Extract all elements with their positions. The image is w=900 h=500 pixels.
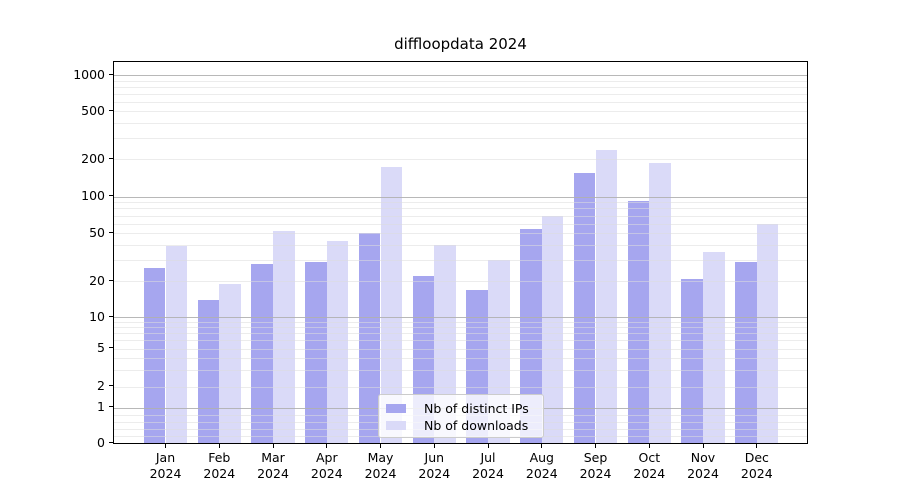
legend-swatch-downloads xyxy=(386,421,406,430)
x-tick-label-jun: Jun 2024 xyxy=(418,450,451,481)
y-tick-mark-10 xyxy=(109,315,113,317)
x-tick-mark-may xyxy=(380,444,381,448)
x-tick-mark-nov xyxy=(702,444,704,448)
x-tick-label-dec: Dec 2024 xyxy=(740,450,773,481)
x-tick-label-jul: Jul 2024 xyxy=(472,450,504,481)
y-tick-label-100: 100 xyxy=(81,188,105,204)
legend-swatch-distinct-ips xyxy=(386,404,406,413)
x-tick-label-apr: Apr 2024 xyxy=(310,450,343,481)
y-tick-mark-1 xyxy=(109,406,113,408)
x-tick-mark-jan xyxy=(165,444,166,448)
x-tick-mark-oct xyxy=(648,444,650,448)
bar-oct-distinct-ips xyxy=(627,201,650,443)
legend: Nb of distinct IPs Nb of downloads xyxy=(378,394,544,438)
bar-jan-downloads xyxy=(165,246,188,443)
bar-oct-downloads xyxy=(649,163,671,443)
x-tick-mark-apr xyxy=(326,444,328,448)
x-tick-label-may: May 2024 xyxy=(364,450,397,481)
y-tick-label-1: 1 xyxy=(97,399,105,415)
x-tick-mark-feb xyxy=(218,444,220,448)
y-tick-label-0: 0 xyxy=(97,434,105,450)
bar-mar-distinct-ips xyxy=(251,263,273,443)
x-tick-mark-mar xyxy=(272,444,274,448)
x-tick-label-jan: Jan 2024 xyxy=(149,450,182,481)
bar-sep-distinct-ips xyxy=(573,173,596,443)
x-tick-label-oct: Oct 2024 xyxy=(633,450,666,481)
x-tick-label-feb: Feb 2024 xyxy=(203,450,236,481)
bar-may-downloads xyxy=(380,167,403,443)
bar-aug-downloads xyxy=(541,215,564,443)
bar-dec-distinct-ips xyxy=(735,261,757,443)
bar-apr-downloads xyxy=(326,241,349,443)
y-tick-mark-1000 xyxy=(109,73,113,75)
x-tick-mark-sep xyxy=(595,444,596,448)
y-tick-label-5: 5 xyxy=(97,340,105,356)
x-tick-label-nov: Nov 2024 xyxy=(687,450,719,481)
bar-nov-downloads xyxy=(703,252,725,443)
y-tick-label-500: 500 xyxy=(81,102,105,118)
bar-mar-downloads xyxy=(273,231,295,443)
y-tick-label-200: 200 xyxy=(81,150,105,166)
y-tick-label-1000: 1000 xyxy=(73,66,105,82)
y-tick-label-2: 2 xyxy=(97,378,105,394)
x-tick-label-mar: Mar 2024 xyxy=(257,450,289,481)
y-tick-mark-2 xyxy=(109,385,113,387)
bar-apr-distinct-ips xyxy=(305,261,327,443)
x-tick-mark-jul xyxy=(487,444,489,448)
bar-feb-distinct-ips xyxy=(197,299,220,443)
x-tick-mark-dec xyxy=(756,444,758,448)
bar-dec-downloads xyxy=(756,223,779,443)
legend-item-downloads: Nb of downloads xyxy=(386,417,543,434)
y-tick-label-50: 50 xyxy=(89,224,105,240)
y-tick-mark-100 xyxy=(109,195,113,197)
bar-jun-downloads xyxy=(434,245,456,443)
y-tick-mark-20 xyxy=(109,279,113,281)
y-tick-mark-50 xyxy=(109,231,113,233)
y-tick-mark-500 xyxy=(109,109,113,111)
bar-sep-downloads xyxy=(595,149,618,443)
chart-title: diffloopdata 2024 xyxy=(394,35,527,53)
x-tick-mark-jun xyxy=(433,444,435,448)
bars-layer xyxy=(114,62,807,443)
bar-feb-downloads xyxy=(219,284,241,443)
x-tick-mark-aug xyxy=(541,444,543,448)
y-tick-label-20: 20 xyxy=(89,272,105,288)
legend-label-distinct-ips: Nb of distinct IPs xyxy=(424,401,529,416)
y-tick-mark-0 xyxy=(109,441,113,443)
y-tick-mark-5 xyxy=(109,347,113,349)
y-tick-mark-200 xyxy=(109,157,113,159)
x-tick-label-aug: Aug 2024 xyxy=(525,450,558,481)
y-tick-label-10: 10 xyxy=(89,308,105,324)
bar-jan-distinct-ips xyxy=(143,267,166,443)
bar-may-distinct-ips xyxy=(358,233,381,443)
plot-area xyxy=(113,61,808,444)
legend-label-downloads: Nb of downloads xyxy=(424,418,529,433)
bar-aug-distinct-ips xyxy=(520,229,542,443)
x-tick-label-sep: Sep 2024 xyxy=(579,450,612,481)
bar-nov-distinct-ips xyxy=(681,278,703,443)
legend-item-distinct-ips: Nb of distinct IPs xyxy=(386,400,543,417)
